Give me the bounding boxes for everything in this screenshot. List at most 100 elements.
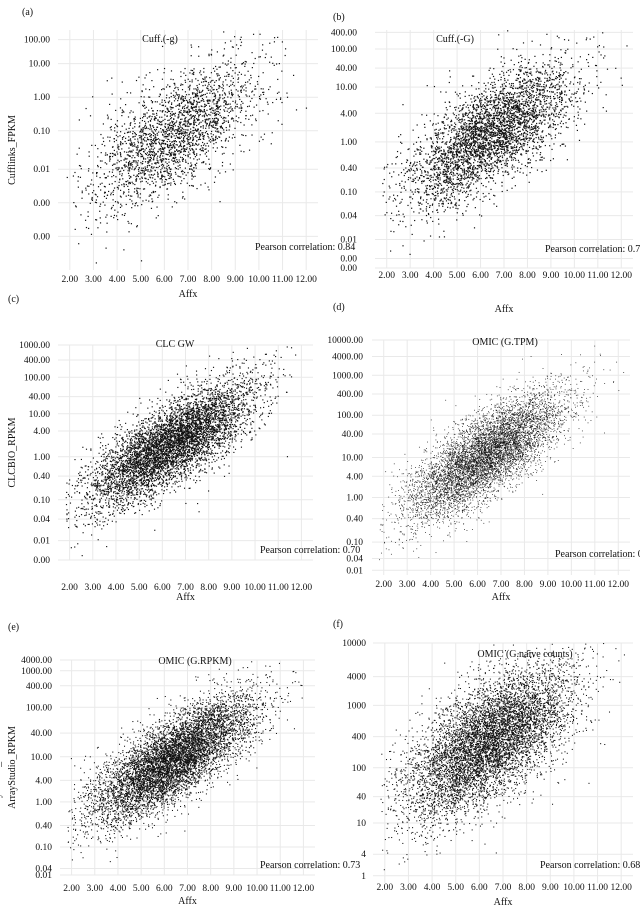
- point: [161, 152, 163, 155]
- point: [129, 123, 131, 125]
- point: [178, 116, 180, 118]
- point: [515, 133, 517, 135]
- point: [501, 140, 504, 142]
- point: [520, 153, 522, 155]
- point: [134, 116, 136, 118]
- point: [224, 63, 226, 65]
- point: [529, 138, 531, 140]
- point: [440, 198, 442, 200]
- point: [468, 186, 470, 188]
- point: [494, 122, 496, 124]
- point: [141, 145, 143, 147]
- point: [443, 151, 445, 153]
- point: [403, 187, 405, 189]
- point: [185, 125, 187, 127]
- point: [143, 100, 145, 102]
- point: [183, 171, 186, 174]
- point: [488, 130, 490, 132]
- point: [137, 162, 139, 164]
- point: [106, 231, 108, 233]
- point: [169, 177, 171, 179]
- point: [555, 71, 558, 73]
- point: [231, 92, 233, 95]
- point: [153, 191, 155, 193]
- point: [196, 111, 199, 113]
- point: [245, 87, 247, 89]
- point: [452, 167, 455, 169]
- point: [597, 46, 599, 48]
- point: [127, 161, 130, 164]
- point: [456, 143, 459, 146]
- point: [167, 123, 169, 125]
- point: [500, 148, 502, 150]
- point: [535, 126, 537, 128]
- point: [493, 87, 495, 89]
- point: [184, 130, 186, 133]
- point: [154, 191, 157, 193]
- point: [479, 127, 481, 130]
- point: [482, 148, 484, 150]
- point: [228, 73, 230, 75]
- point: [425, 214, 428, 217]
- point: [400, 171, 403, 174]
- point: [164, 114, 166, 116]
- point: [209, 138, 212, 141]
- point: [393, 171, 395, 173]
- point: [149, 124, 151, 127]
- point: [500, 117, 502, 119]
- point: [539, 139, 541, 141]
- point: [204, 121, 206, 123]
- point: [551, 112, 553, 114]
- point: [156, 162, 158, 164]
- point: [453, 125, 455, 128]
- point: [493, 106, 496, 108]
- point: [104, 186, 106, 188]
- point: [146, 152, 149, 154]
- point: [120, 153, 122, 155]
- point: [169, 170, 171, 173]
- point: [520, 114, 522, 116]
- point: [214, 109, 216, 111]
- point: [465, 177, 467, 180]
- point: [449, 163, 452, 165]
- point: [114, 201, 117, 203]
- point: [272, 101, 274, 104]
- point: [472, 106, 475, 109]
- point: [486, 126, 488, 128]
- point: [170, 148, 172, 150]
- point: [507, 91, 509, 94]
- point: [91, 196, 93, 199]
- point: [240, 91, 242, 93]
- point: [493, 125, 495, 127]
- point: [437, 174, 439, 177]
- point: [457, 134, 459, 136]
- point: [464, 141, 466, 143]
- point: [593, 36, 595, 38]
- point: [486, 125, 488, 127]
- point: [121, 111, 123, 114]
- point: [178, 121, 181, 123]
- point: [503, 113, 506, 115]
- point: [207, 82, 210, 84]
- point: [189, 157, 191, 159]
- point: [165, 135, 167, 138]
- point: [206, 122, 208, 125]
- point: [460, 128, 462, 130]
- point: [493, 145, 495, 148]
- point: [175, 161, 177, 164]
- point: [484, 99, 486, 101]
- point: [463, 178, 466, 180]
- point: [96, 172, 98, 174]
- point: [496, 124, 498, 126]
- point: [227, 63, 229, 65]
- point: [426, 188, 428, 190]
- point: [178, 123, 180, 125]
- point: [496, 141, 498, 144]
- panel-b: 2.00 3.00 4.00 5.00 6.00 7.00 8.00 9.00 10.00 11.…: [331, 12, 640, 315]
- point: [446, 184, 448, 187]
- point: [221, 146, 223, 148]
- point: [430, 176, 432, 178]
- point: [543, 89, 545, 91]
- point: [183, 145, 185, 147]
- point: [542, 107, 544, 109]
